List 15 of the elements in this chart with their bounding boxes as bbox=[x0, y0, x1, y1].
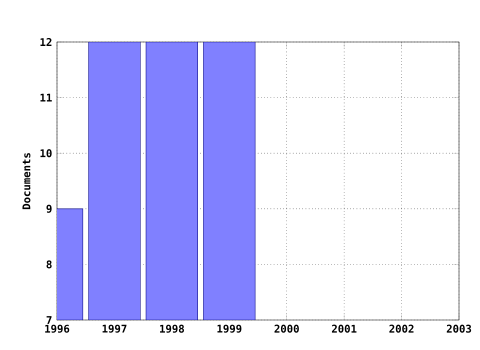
x-tick-label: 2001 bbox=[332, 324, 356, 333]
y-tick-label: 12 bbox=[40, 38, 52, 46]
x-tick-label: 2000 bbox=[274, 324, 299, 333]
y-tick-label: 7 bbox=[46, 316, 52, 324]
x-tick-label: 1999 bbox=[217, 324, 242, 333]
y-tick-label: 11 bbox=[40, 94, 52, 102]
y-axis-title: Documents bbox=[22, 153, 30, 210]
y-tick-label: 9 bbox=[46, 204, 52, 213]
x-tick-label: 2002 bbox=[389, 324, 414, 333]
x-tick-label: 1996 bbox=[45, 324, 70, 333]
x-tick-label: 2003 bbox=[446, 324, 472, 333]
x-tick-label: 1997 bbox=[102, 324, 126, 333]
y-tick-label: 10 bbox=[40, 149, 52, 158]
y-tick-label: 8 bbox=[46, 260, 52, 268]
x-tick-label: 1998 bbox=[160, 324, 184, 333]
